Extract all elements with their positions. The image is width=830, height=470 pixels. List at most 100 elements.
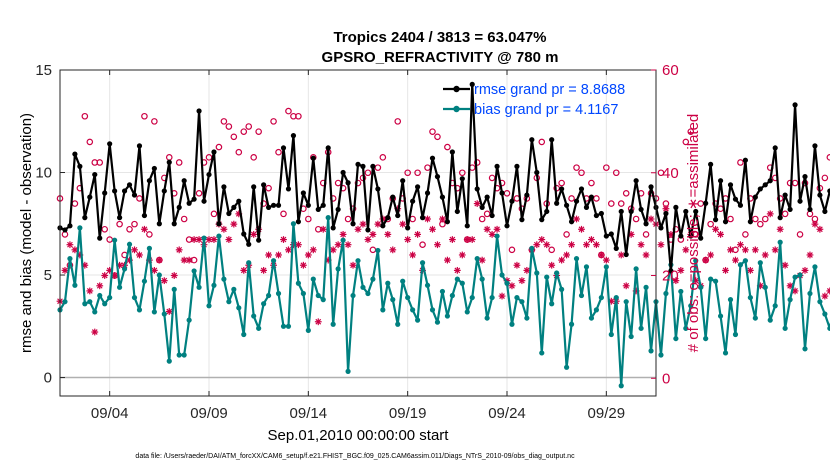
bias-point bbox=[97, 292, 103, 299]
rmse-point bbox=[782, 192, 788, 198]
obs-assimilated-point bbox=[602, 256, 610, 264]
bias-point bbox=[141, 278, 148, 284]
bias-point bbox=[355, 258, 361, 264]
obs-possible-point bbox=[473, 159, 481, 166]
bias-point bbox=[474, 256, 480, 262]
rmse-point bbox=[698, 235, 704, 241]
obs-possible-point bbox=[151, 118, 158, 125]
bias-point bbox=[261, 301, 267, 307]
rmse-point bbox=[449, 149, 455, 155]
bias-point bbox=[410, 307, 416, 313]
bias-point bbox=[375, 247, 381, 254]
bias-point bbox=[206, 303, 212, 309]
rmse-point bbox=[415, 184, 421, 190]
obs-assimilated-point bbox=[260, 266, 268, 274]
bias-point bbox=[131, 294, 138, 301]
rmse-point bbox=[534, 169, 540, 176]
obs-possible-point bbox=[354, 179, 362, 187]
rmse-point bbox=[330, 225, 336, 231]
bias-point bbox=[519, 299, 525, 305]
obs-possible-point bbox=[245, 123, 253, 130]
obs-possible-point bbox=[821, 174, 829, 182]
rmse-point bbox=[807, 206, 813, 213]
bias-point bbox=[181, 352, 187, 358]
rmse-point bbox=[285, 186, 292, 192]
bias-point bbox=[583, 264, 590, 270]
rmse-point bbox=[578, 186, 585, 192]
obs-possible-point bbox=[548, 246, 556, 254]
bias-point bbox=[121, 266, 128, 272]
rmse-point bbox=[708, 161, 714, 167]
bias-point bbox=[464, 309, 470, 315]
obs-assimilated-point bbox=[766, 210, 774, 218]
obs-assimilated-point bbox=[677, 266, 685, 274]
rmse-point bbox=[703, 200, 709, 206]
plot-frame bbox=[59, 69, 657, 397]
y-right-tick-label: 40 bbox=[662, 165, 679, 182]
rmse-point bbox=[226, 210, 232, 217]
bias-point bbox=[772, 303, 778, 309]
obs-possible-point bbox=[81, 112, 89, 120]
bias-point bbox=[365, 290, 371, 297]
bias-point bbox=[514, 294, 520, 301]
rmse-point bbox=[216, 221, 222, 227]
chart-title: Tropics 2404 / 3813 = 63.047% bbox=[333, 29, 546, 46]
rmse-point bbox=[97, 235, 103, 241]
bias-point bbox=[310, 276, 316, 282]
obs-possible-point bbox=[458, 169, 466, 177]
rmse-point bbox=[92, 171, 98, 178]
bias-point bbox=[405, 294, 411, 301]
obs-possible-point bbox=[687, 128, 695, 135]
bias-point bbox=[539, 350, 545, 356]
rmse-point bbox=[335, 206, 341, 213]
bias-point bbox=[817, 299, 823, 305]
rmse-point bbox=[628, 208, 634, 215]
bias-point bbox=[290, 221, 297, 227]
y-left-tick-label: 5 bbox=[44, 267, 52, 284]
obs-possible-point bbox=[295, 112, 302, 120]
rmse-point bbox=[126, 182, 133, 188]
obs-possible-point bbox=[146, 231, 153, 238]
rmse-point bbox=[325, 145, 331, 151]
bias-point bbox=[529, 245, 535, 251]
obs-assimilated-point bbox=[518, 277, 526, 285]
bias-point bbox=[87, 299, 93, 305]
bias-point bbox=[72, 282, 78, 288]
obs-assimilated-point bbox=[66, 241, 74, 249]
obs-possible-point bbox=[444, 143, 451, 151]
obs-assimilated-point bbox=[742, 246, 749, 254]
rmse-point bbox=[141, 212, 148, 219]
bias-point bbox=[534, 270, 540, 276]
obs-assimilated-point bbox=[637, 241, 645, 249]
bias-point bbox=[807, 290, 813, 297]
bias-point bbox=[797, 272, 803, 278]
obs-assimilated-point bbox=[548, 261, 556, 269]
bias-point bbox=[196, 284, 202, 290]
obs-assimilated-point bbox=[304, 251, 312, 259]
rmse-point bbox=[613, 245, 619, 251]
bias-point bbox=[683, 325, 689, 331]
obs-assimilated-point bbox=[727, 246, 734, 254]
rmse-point bbox=[529, 137, 535, 143]
bias-point bbox=[156, 272, 162, 278]
obs-assimilated-point bbox=[448, 236, 456, 243]
obs-assimilated-point bbox=[513, 261, 521, 269]
obs-possible-point bbox=[707, 220, 714, 228]
obs-possible-point bbox=[344, 215, 352, 223]
obs-assimilated-point bbox=[155, 256, 163, 264]
obs-assimilated-point bbox=[712, 225, 719, 233]
obs-assimilated-point bbox=[141, 225, 148, 233]
rmse-point bbox=[380, 223, 386, 229]
obs-assimilated-point bbox=[369, 231, 377, 238]
rmse-point bbox=[102, 190, 108, 196]
obs-possible-point bbox=[275, 148, 282, 156]
obs-possible-point bbox=[404, 169, 411, 177]
rmse-point bbox=[424, 190, 431, 196]
rmse-point bbox=[633, 178, 639, 184]
obs-assimilated-point bbox=[399, 220, 407, 228]
bias-point bbox=[241, 331, 247, 338]
rmse-point bbox=[737, 202, 744, 208]
obs-possible-point bbox=[175, 159, 183, 166]
rmse-point bbox=[593, 212, 600, 219]
